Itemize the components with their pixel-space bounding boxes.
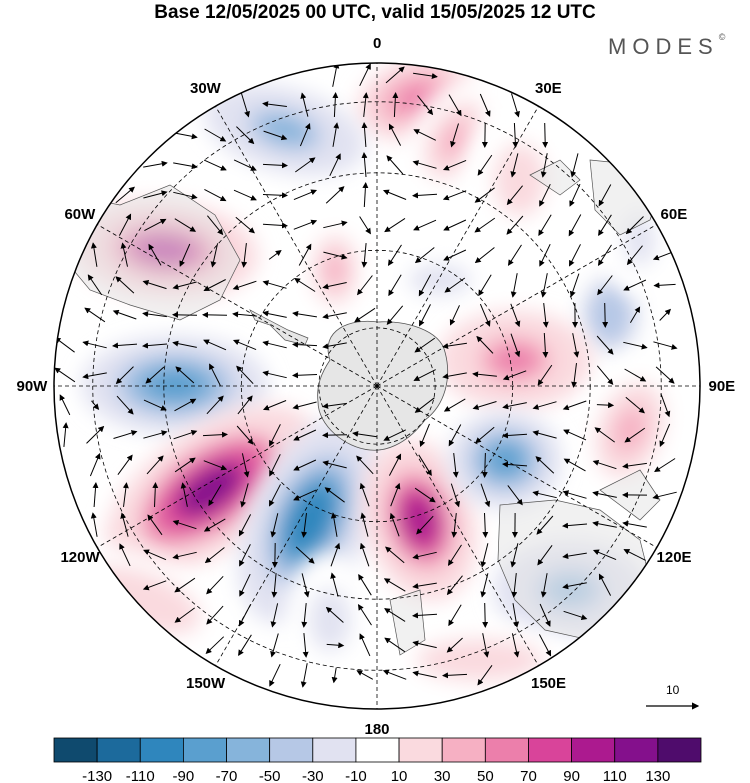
colorbar-box	[614, 737, 659, 763]
colorbar-box	[571, 737, 616, 763]
map-border	[53, 62, 701, 710]
landmasses	[64, 159, 661, 656]
colorbar-tick-label: -90	[173, 768, 195, 783]
colorbar-box	[398, 737, 443, 763]
lon-label-30w: 30W	[190, 80, 221, 98]
brand-logo: MODES©	[608, 32, 726, 60]
copyright-mark: ©	[718, 32, 726, 42]
colorbar-box	[226, 737, 271, 763]
colorbar-tick-label: -30	[302, 768, 324, 783]
colorbar-boxes	[53, 737, 702, 763]
colorbar-box	[484, 737, 529, 763]
lon-label-180: 180	[364, 720, 390, 738]
lon-label-60w: 60W	[64, 206, 96, 223]
lon-label-150e: 150E	[531, 674, 567, 692]
wind-vectors	[54, 63, 678, 688]
colorbar-box	[269, 737, 314, 763]
colorbar-box	[139, 737, 184, 763]
colorbar-box	[657, 737, 702, 763]
lon-label-120e: 120E	[656, 549, 692, 566]
polar-map	[53, 62, 701, 710]
colorbar-tick-label: -130	[82, 768, 112, 783]
colorbar-box	[528, 737, 572, 763]
colorbar-tick-label: -50	[259, 768, 281, 783]
reference-vector-label: 10	[666, 683, 680, 697]
colorbar-tick-label: 130	[645, 768, 670, 783]
lon-label-30e: 30E	[535, 80, 562, 98]
colorbar-box	[312, 737, 357, 763]
lon-label-90w: 90W	[16, 377, 48, 395]
lon-label-120w: 120W	[60, 549, 100, 566]
colorbar-ticks: -130 -110 -90 -70 -50 -30 -10 10 30 50 70 90 110 130	[82, 768, 670, 783]
colorbar-box	[53, 737, 98, 763]
lon-label-150w: 150W	[186, 674, 226, 692]
graticule	[54, 63, 700, 709]
colorbar-box	[182, 737, 227, 763]
lon-label-60e: 60E	[660, 206, 688, 223]
colorbar-tick-label: -70	[216, 768, 238, 783]
colorbar-tick-label: 30	[434, 768, 451, 783]
brand-name: MODES	[608, 34, 719, 59]
colorbar-box	[96, 737, 141, 763]
colorbar: -130 -110 -90 -70 -50 -30 -10 10 30 50 70 90 110 130	[53, 737, 702, 783]
colorbar-box	[441, 737, 486, 763]
colorbar-tick-label: 50	[477, 768, 494, 783]
colorbar-tick-label: 70	[520, 768, 537, 783]
colorbar-tick-label: 90	[563, 768, 580, 783]
lon-label-0: 0	[373, 34, 382, 52]
colorbar-tick-label: 110	[603, 768, 627, 783]
colorbar-tick-label: -10	[345, 768, 367, 783]
colorbar-box	[355, 737, 400, 763]
lon-label-90e: 90E	[708, 377, 736, 395]
chart-title: Base 12/05/2025 00 UTC, valid 15/05/2025…	[154, 2, 596, 23]
colorbar-tick-label: -110	[126, 768, 155, 783]
colorbar-tick-label: 10	[391, 768, 408, 783]
